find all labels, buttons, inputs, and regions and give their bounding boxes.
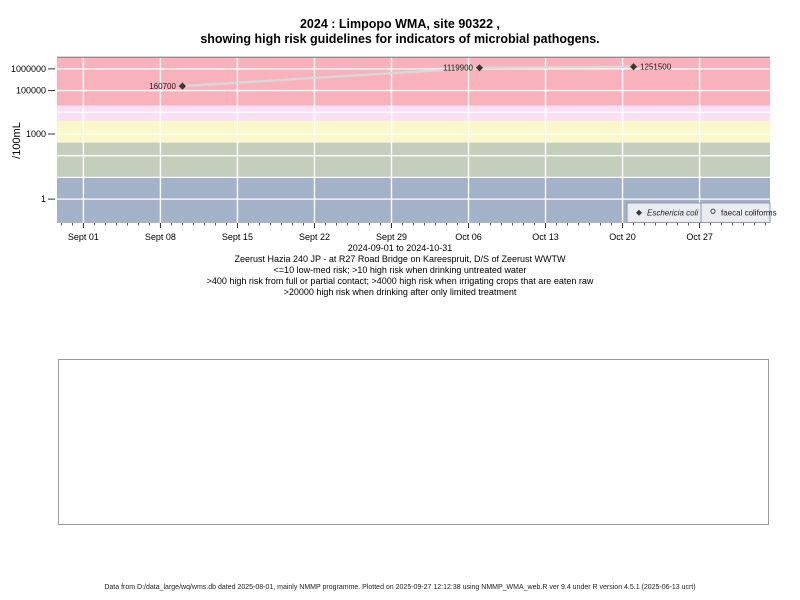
data-point	[178, 82, 187, 90]
legend-label: faecal coliforms	[721, 209, 777, 218]
data-point-label: 160700	[149, 82, 176, 91]
caption-risk-untreated: <=10 low-med risk; >10 high risk when dr…	[273, 265, 527, 275]
x-axis-label: Sept 15	[222, 232, 253, 242]
x-axis-label: Oct 27	[686, 232, 713, 242]
band-high-risk-drinking-limited-treatment	[57, 58, 770, 106]
y-axis-label: 1	[41, 194, 46, 204]
caption-site: Zeerust Hazia 240 JP - at R27 Road Bridg…	[234, 254, 566, 264]
caption-date-range: 2024-09-01 to 2024-10-31	[347, 243, 453, 253]
chart-title: 2024 : Limpopo WMA, site 90322 , showing…	[0, 17, 800, 47]
footer-text: Data from D:/data_large/wq/wms.db dated …	[104, 584, 696, 591]
x-axis-label: Oct 20	[609, 232, 636, 242]
data-point	[475, 64, 484, 72]
data-point	[629, 63, 638, 71]
y-axis-label: 1000	[26, 129, 46, 139]
legend-marker-diamond-icon	[636, 209, 642, 216]
chart-title-line2: showing high risk guidelines for indicat…	[200, 32, 600, 46]
x-axis-label: Oct 06	[455, 232, 482, 242]
y-axis-label: 1000000	[11, 64, 46, 74]
x-axis-label: Sept 22	[299, 232, 330, 242]
chart-canvas: Sept 01 Sept 08 Sept 15 Sept 22 Sept 29 Oct 0…	[11, 56, 777, 242]
y-axis-label: 100000	[16, 86, 46, 96]
empty-panel	[58, 359, 769, 525]
band-high-risk-irrigating-raw-crops	[57, 105, 770, 121]
band-high-risk-contact	[57, 120, 770, 143]
x-axis-label: Sept 29	[376, 232, 407, 242]
caption-risk-limited-treatment: >20000 high risk when drinking after onl…	[283, 287, 517, 297]
caption-risk-contact-irrigation: >400 high risk from full or partial cont…	[206, 276, 594, 286]
legend-cell	[700, 202, 771, 223]
chart-title-line1: 2024 : Limpopo WMA, site 90322 ,	[299, 17, 501, 31]
legend-marker-circle-icon	[710, 208, 716, 214]
data-point-label: 1251500	[640, 63, 672, 72]
x-axis-label: Sept 08	[145, 232, 176, 242]
chart-captions: 2024-09-01 to 2024-10-31 Zeerust Hazia 2…	[0, 243, 800, 298]
legend-label: Eschericia coli	[647, 209, 698, 218]
y-axis-title: /100mL	[11, 122, 23, 159]
x-axis-label: Sept 01	[68, 232, 99, 242]
x-axis-label: Oct 13	[532, 232, 559, 242]
band-high-risk-drinking-untreated	[57, 142, 770, 178]
data-point-label: 1119900	[443, 64, 474, 73]
